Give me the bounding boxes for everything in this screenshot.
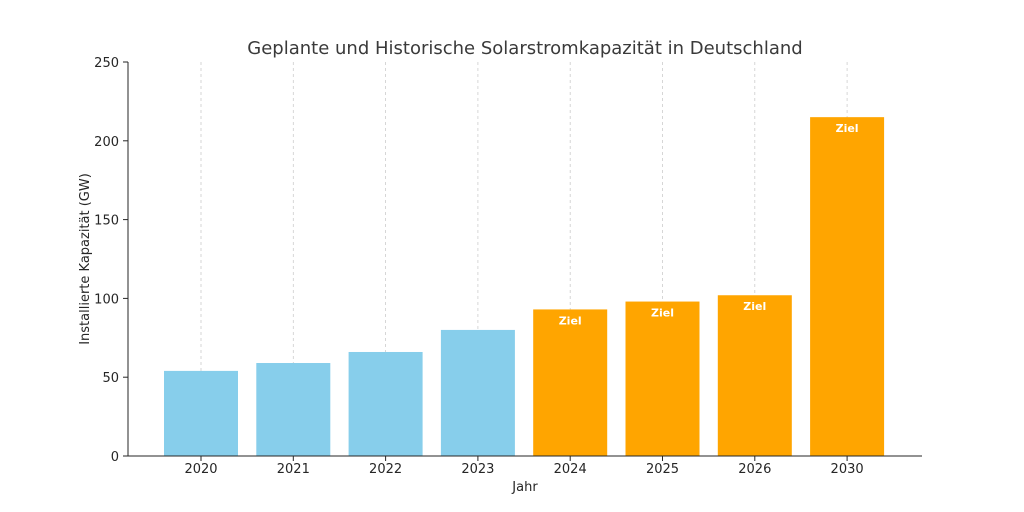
y-tick-label: 200: [94, 135, 119, 150]
bar-label: Ziel: [651, 307, 674, 320]
bar-2030: [810, 117, 885, 456]
x-tick-label: 2030: [831, 462, 864, 477]
x-tick-label: 2020: [184, 462, 217, 477]
y-tick-label: 0: [111, 450, 119, 465]
x-tick-label: 2021: [277, 462, 310, 477]
bar-2024: [533, 309, 608, 456]
bar-2020: [164, 370, 238, 456]
y-tick-label: 50: [102, 371, 119, 386]
x-tick-label: 2025: [646, 462, 679, 477]
x-tick-label: 2022: [369, 462, 402, 477]
y-tick-label: 250: [94, 56, 119, 71]
axes: [127, 62, 922, 457]
y-ticks: 0 50 100 150 200 250: [94, 56, 128, 465]
bar-labels: Ziel Ziel Ziel Ziel: [559, 122, 859, 327]
bar-label: Ziel: [559, 314, 582, 327]
chart-title: Geplante und Historische Solarstromkapaz…: [247, 38, 802, 59]
x-ticks: 2020 2021 2022 2023 2024 2025 2026 2030: [184, 456, 864, 477]
x-tick-label: 2026: [738, 462, 771, 477]
bar-2026: [717, 295, 792, 456]
bars: [164, 117, 885, 456]
x-tick-label: 2024: [554, 462, 587, 477]
y-tick-label: 100: [94, 292, 119, 307]
bar-label: Ziel: [743, 300, 766, 313]
x-tick-label: 2023: [461, 462, 494, 477]
y-tick-label: 150: [94, 214, 119, 229]
bar-2023: [440, 329, 515, 456]
bar-2022: [348, 351, 423, 456]
bar-label: Ziel: [836, 122, 859, 135]
y-axis-title: Installierte Kapazität (GW): [78, 173, 93, 345]
bar-2025: [625, 301, 700, 456]
bar-2021: [256, 363, 331, 456]
x-axis-title: Jahr: [511, 480, 538, 495]
